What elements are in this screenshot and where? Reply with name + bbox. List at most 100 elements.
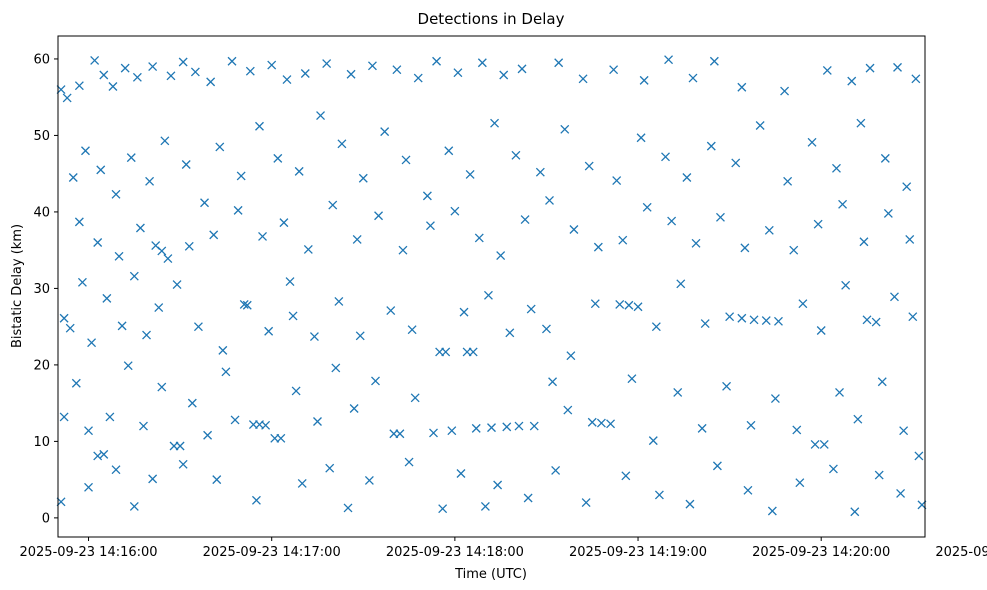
data-point (862, 315, 872, 325)
data-point (636, 133, 646, 143)
data-point (453, 68, 463, 78)
data-point (172, 280, 182, 290)
y-tick-label: 10 (33, 435, 50, 450)
data-point (96, 165, 106, 175)
data-point (371, 376, 380, 386)
data-point (81, 146, 90, 156)
data-point (667, 216, 677, 226)
data-point (264, 326, 274, 336)
data-point (102, 293, 112, 303)
data-point (569, 225, 579, 234)
data-point (267, 60, 277, 70)
data-point (316, 111, 326, 121)
data-point (84, 426, 93, 436)
data-point (838, 199, 848, 209)
data-point (87, 338, 97, 348)
data-point (349, 404, 359, 413)
data-point (896, 488, 906, 498)
data-point (233, 205, 243, 215)
data-point (334, 296, 344, 306)
data-point (697, 423, 707, 433)
data-point (74, 81, 84, 91)
data-point (746, 420, 756, 430)
x-tick-label: 2025-09-23 14:19:00 (569, 545, 707, 560)
data-point (227, 56, 237, 66)
data-point (395, 429, 405, 439)
data-point (612, 176, 622, 186)
data-point (902, 182, 912, 192)
data-point (242, 300, 252, 310)
data-point (111, 465, 121, 475)
data-point (749, 315, 759, 325)
data-point (77, 277, 87, 287)
y-tick-label: 20 (33, 358, 50, 373)
data-point (737, 313, 747, 323)
y-tick-label: 40 (33, 205, 50, 220)
data-point (105, 412, 115, 422)
data-point (367, 61, 377, 71)
data-point (123, 361, 133, 371)
data-point (789, 245, 799, 255)
data-point (578, 74, 588, 84)
data-point (810, 439, 820, 449)
data-point (856, 118, 866, 128)
data-point (764, 225, 774, 235)
data-point (258, 231, 267, 241)
data-point (709, 56, 719, 66)
data-point (480, 501, 490, 511)
data-point (273, 153, 283, 163)
data-point (618, 235, 628, 245)
data-point (483, 290, 493, 300)
y-tick-label: 0 (42, 511, 50, 526)
data-point (493, 480, 503, 490)
data-point (175, 441, 185, 451)
data-point (871, 317, 881, 327)
data-point (639, 75, 649, 85)
data-point (609, 65, 619, 75)
data-point (676, 279, 686, 289)
data-point (587, 417, 597, 427)
data-point (792, 425, 802, 435)
data-point (239, 300, 249, 309)
data-point (444, 146, 454, 156)
data-point (230, 415, 240, 425)
data-point (615, 300, 625, 309)
data-point (535, 167, 545, 177)
data-point (157, 382, 167, 392)
data-point (337, 139, 347, 149)
y-axis-label: Bistatic Delay (km) (10, 224, 25, 348)
data-point (309, 332, 319, 342)
data-point (633, 302, 643, 312)
data-point (877, 377, 887, 387)
data-point (325, 463, 335, 473)
data-point (193, 322, 203, 332)
data-point (581, 498, 591, 508)
data-point (90, 56, 100, 65)
data-point (554, 58, 564, 68)
data-point (282, 75, 292, 85)
data-point (294, 166, 304, 176)
x-tick-label: 2025-09-23 14:21:00 (935, 545, 987, 560)
data-point (774, 316, 783, 326)
data-point (807, 137, 817, 147)
data-point (346, 69, 356, 79)
data-point (740, 243, 750, 253)
data-point (163, 254, 173, 264)
x-axis-label: Time (UTC) (454, 567, 527, 582)
x-tick-label: 2025-09-23 14:17:00 (203, 545, 341, 560)
data-point (474, 233, 484, 243)
data-point (160, 136, 170, 146)
y-axis: 0 10 20 30 40 50 60 (33, 52, 58, 526)
data-point (459, 307, 469, 317)
data-point (450, 206, 460, 216)
data-point (447, 426, 457, 436)
data-point (780, 86, 790, 96)
data-point (468, 347, 478, 357)
data-point (761, 316, 771, 325)
data-point (215, 142, 225, 152)
data-point (425, 221, 435, 231)
y-tick-label: 50 (33, 129, 50, 144)
data-point (203, 430, 213, 440)
data-point (566, 351, 576, 361)
